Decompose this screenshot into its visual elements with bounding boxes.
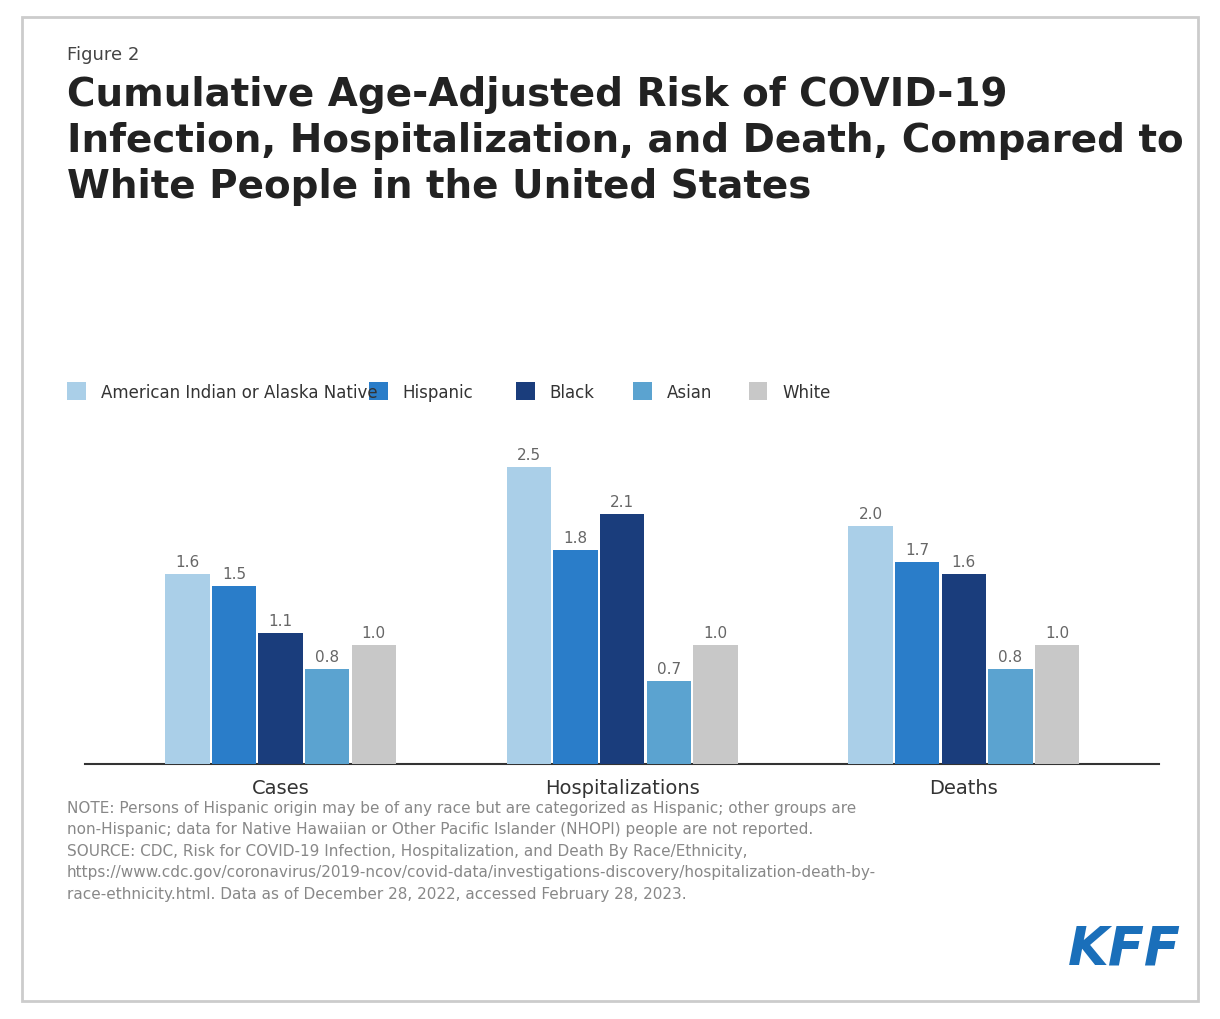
Text: 1.7: 1.7 — [905, 542, 930, 557]
Text: White: White — [782, 383, 831, 401]
Bar — [647, 681, 691, 764]
Text: 1.6: 1.6 — [952, 554, 976, 570]
Text: 1.6: 1.6 — [176, 554, 199, 570]
Text: 1.0: 1.0 — [1046, 626, 1069, 641]
Text: 1.5: 1.5 — [222, 567, 246, 581]
Bar — [1035, 645, 1080, 764]
Text: Asian: Asian — [667, 383, 712, 401]
Text: 1.0: 1.0 — [704, 626, 727, 641]
Text: 0.8: 0.8 — [998, 649, 1022, 664]
Text: Cumulative Age-Adjusted Risk of COVID-19
Infection, Hospitalization, and Death, : Cumulative Age-Adjusted Risk of COVID-19… — [67, 76, 1183, 205]
Bar — [848, 527, 893, 764]
Text: KFF: KFF — [1068, 922, 1181, 974]
Text: Black: Black — [549, 383, 594, 401]
Text: Figure 2: Figure 2 — [67, 46, 139, 64]
Text: 1.1: 1.1 — [268, 613, 293, 629]
Bar — [895, 562, 939, 764]
Bar — [600, 515, 644, 764]
Text: American Indian or Alaska Native: American Indian or Alaska Native — [100, 383, 377, 401]
Text: 2.5: 2.5 — [517, 447, 540, 463]
Text: 1.0: 1.0 — [362, 626, 386, 641]
Text: 2.1: 2.1 — [610, 495, 634, 510]
Text: 0.7: 0.7 — [656, 661, 681, 677]
Text: Hispanic: Hispanic — [403, 383, 473, 401]
Bar — [212, 586, 256, 764]
Bar — [506, 467, 551, 764]
Bar — [351, 645, 396, 764]
Bar — [988, 669, 1032, 764]
Bar — [165, 574, 210, 764]
Bar — [305, 669, 349, 764]
Bar — [259, 634, 303, 764]
Text: 2.0: 2.0 — [859, 506, 882, 522]
Text: 1.8: 1.8 — [564, 531, 588, 545]
Bar — [554, 550, 598, 764]
Text: 0.8: 0.8 — [315, 649, 339, 664]
Bar — [693, 645, 738, 764]
Text: NOTE: Persons of Hispanic origin may be of any race but are categorized as Hispa: NOTE: Persons of Hispanic origin may be … — [67, 800, 876, 901]
Bar — [942, 574, 986, 764]
